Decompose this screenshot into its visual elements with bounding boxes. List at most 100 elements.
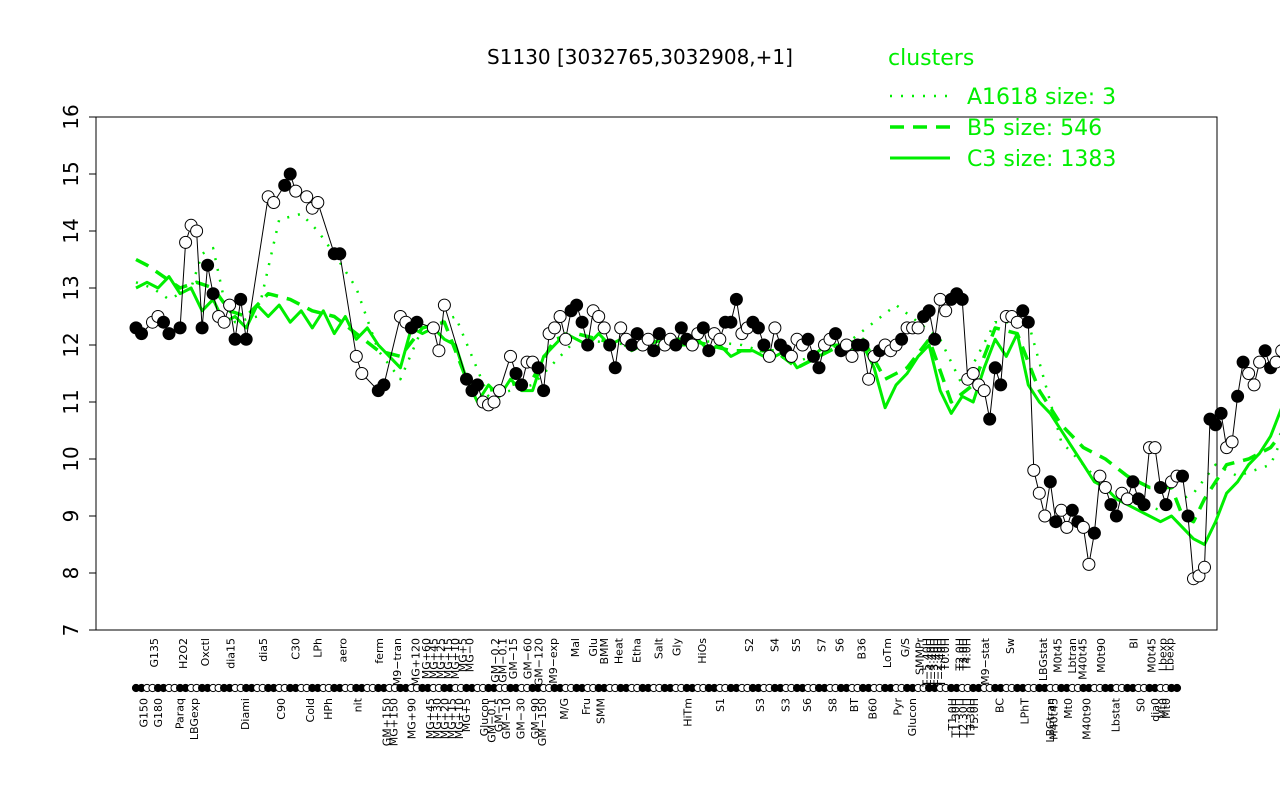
x-label: Glucon [906,698,919,736]
data-point [856,338,870,352]
data-point [1137,498,1151,512]
series-lines [135,212,1280,546]
x-label: Pyr [892,698,905,716]
data-point [548,321,562,335]
x-label: M0t90 [1095,638,1108,673]
x-label: MG+150 [388,698,401,746]
x-label: MG+30 [431,698,444,739]
x-label: C90 [275,698,288,720]
x-label: aero [337,638,350,663]
x-label: M40t45 [1048,698,1061,740]
data-point [333,247,347,261]
legend: clusters A1618 size: 3 B5 size: 546 C3 siz… [888,46,1116,172]
x-label: T0.0H [939,638,952,671]
data-point [1060,520,1074,534]
x-label: T3.30H [964,698,977,738]
data-point [966,367,980,380]
x-label: Mal [569,638,582,657]
x-label: dia0 [1149,698,1162,722]
data-point [713,332,727,346]
x-label: M9−tran [391,638,404,686]
x-label: MG+120 [409,638,422,686]
x-label: MG+20 [438,698,451,739]
x-label: HiTm [681,698,694,727]
data-point [696,321,710,335]
x-label: HiOs [696,638,709,664]
data-point [157,315,170,329]
data-point [553,310,567,323]
data-point [1181,509,1195,523]
x-label: dia5 [257,638,270,662]
data-point [641,332,655,346]
x-label: Cold [304,698,317,722]
series-line-2 [135,275,1280,546]
x-label: M9−exp [547,638,560,684]
data-point [729,292,743,306]
data-point [1154,481,1167,494]
x-label: S5 [790,638,803,652]
data-point [267,196,281,209]
data-point [377,378,391,392]
x-label: S1 [714,698,727,712]
data-point [762,349,776,363]
x-label: LoTm [881,638,894,668]
x-label: Paraq [174,698,187,729]
data-point [1258,344,1272,358]
x-label: T−3.40H [928,638,941,688]
x-label: MG+25 [435,638,448,679]
x-label: BMM [598,638,611,665]
data-point [829,327,842,341]
data-point [410,315,424,329]
x-label: M0t45 [1146,638,1159,673]
data-point [625,338,639,352]
data-point [702,344,716,358]
data-point [173,321,187,335]
y-tick-label: 14 [59,218,83,243]
data-point [977,384,991,398]
x-label: S8 [826,698,839,712]
x-label: GM−0.1 [485,698,498,743]
data-point [162,327,176,341]
data-point [283,167,297,181]
x-label: nit [351,697,364,712]
data-point [1082,557,1096,571]
data-point [559,332,573,346]
x-label: C30 [290,638,303,660]
x-label: G/S [899,638,912,657]
data-point [751,321,765,335]
data-point [1093,469,1107,483]
x-axis-labels: G135 H2O2 Oxctl dia15 dia5 C30 LPh aero ferm M9−t… [137,637,1176,746]
x-label: GM−5 [493,698,506,732]
data-point [1225,435,1239,449]
data-point [1109,509,1123,523]
data-point [1065,503,1079,517]
x-label: S2 [743,638,756,652]
x-label: HPh [322,698,335,720]
data-point [807,349,820,363]
data-point [988,361,1002,375]
data-point [1038,509,1052,523]
legend-entry-1: B5 size: 546 [967,116,1102,141]
legend-entry-0: A1618 size: 3 [967,85,1116,110]
x-label: M/G [558,698,571,720]
data-point [504,349,517,363]
data-point [278,178,292,192]
x-label: BI [1127,638,1140,649]
x-label: MG+10 [453,698,466,739]
data-point [311,196,325,209]
x-label: Heat [612,637,625,664]
x-label: T3.0H [957,638,970,671]
data-point [1209,418,1223,432]
x-label: M0t45 [1051,638,1064,673]
data-point [592,310,606,323]
x-label: Mt0 [1156,698,1169,719]
data-point [928,332,942,346]
data-point [575,315,589,329]
x-label: MG+90 [406,698,419,739]
x-label: LBGstat [1037,637,1050,681]
data-point [471,378,484,392]
data-point [1027,463,1041,477]
x-label: B60 [866,698,879,720]
x-label: S3 [779,698,792,712]
